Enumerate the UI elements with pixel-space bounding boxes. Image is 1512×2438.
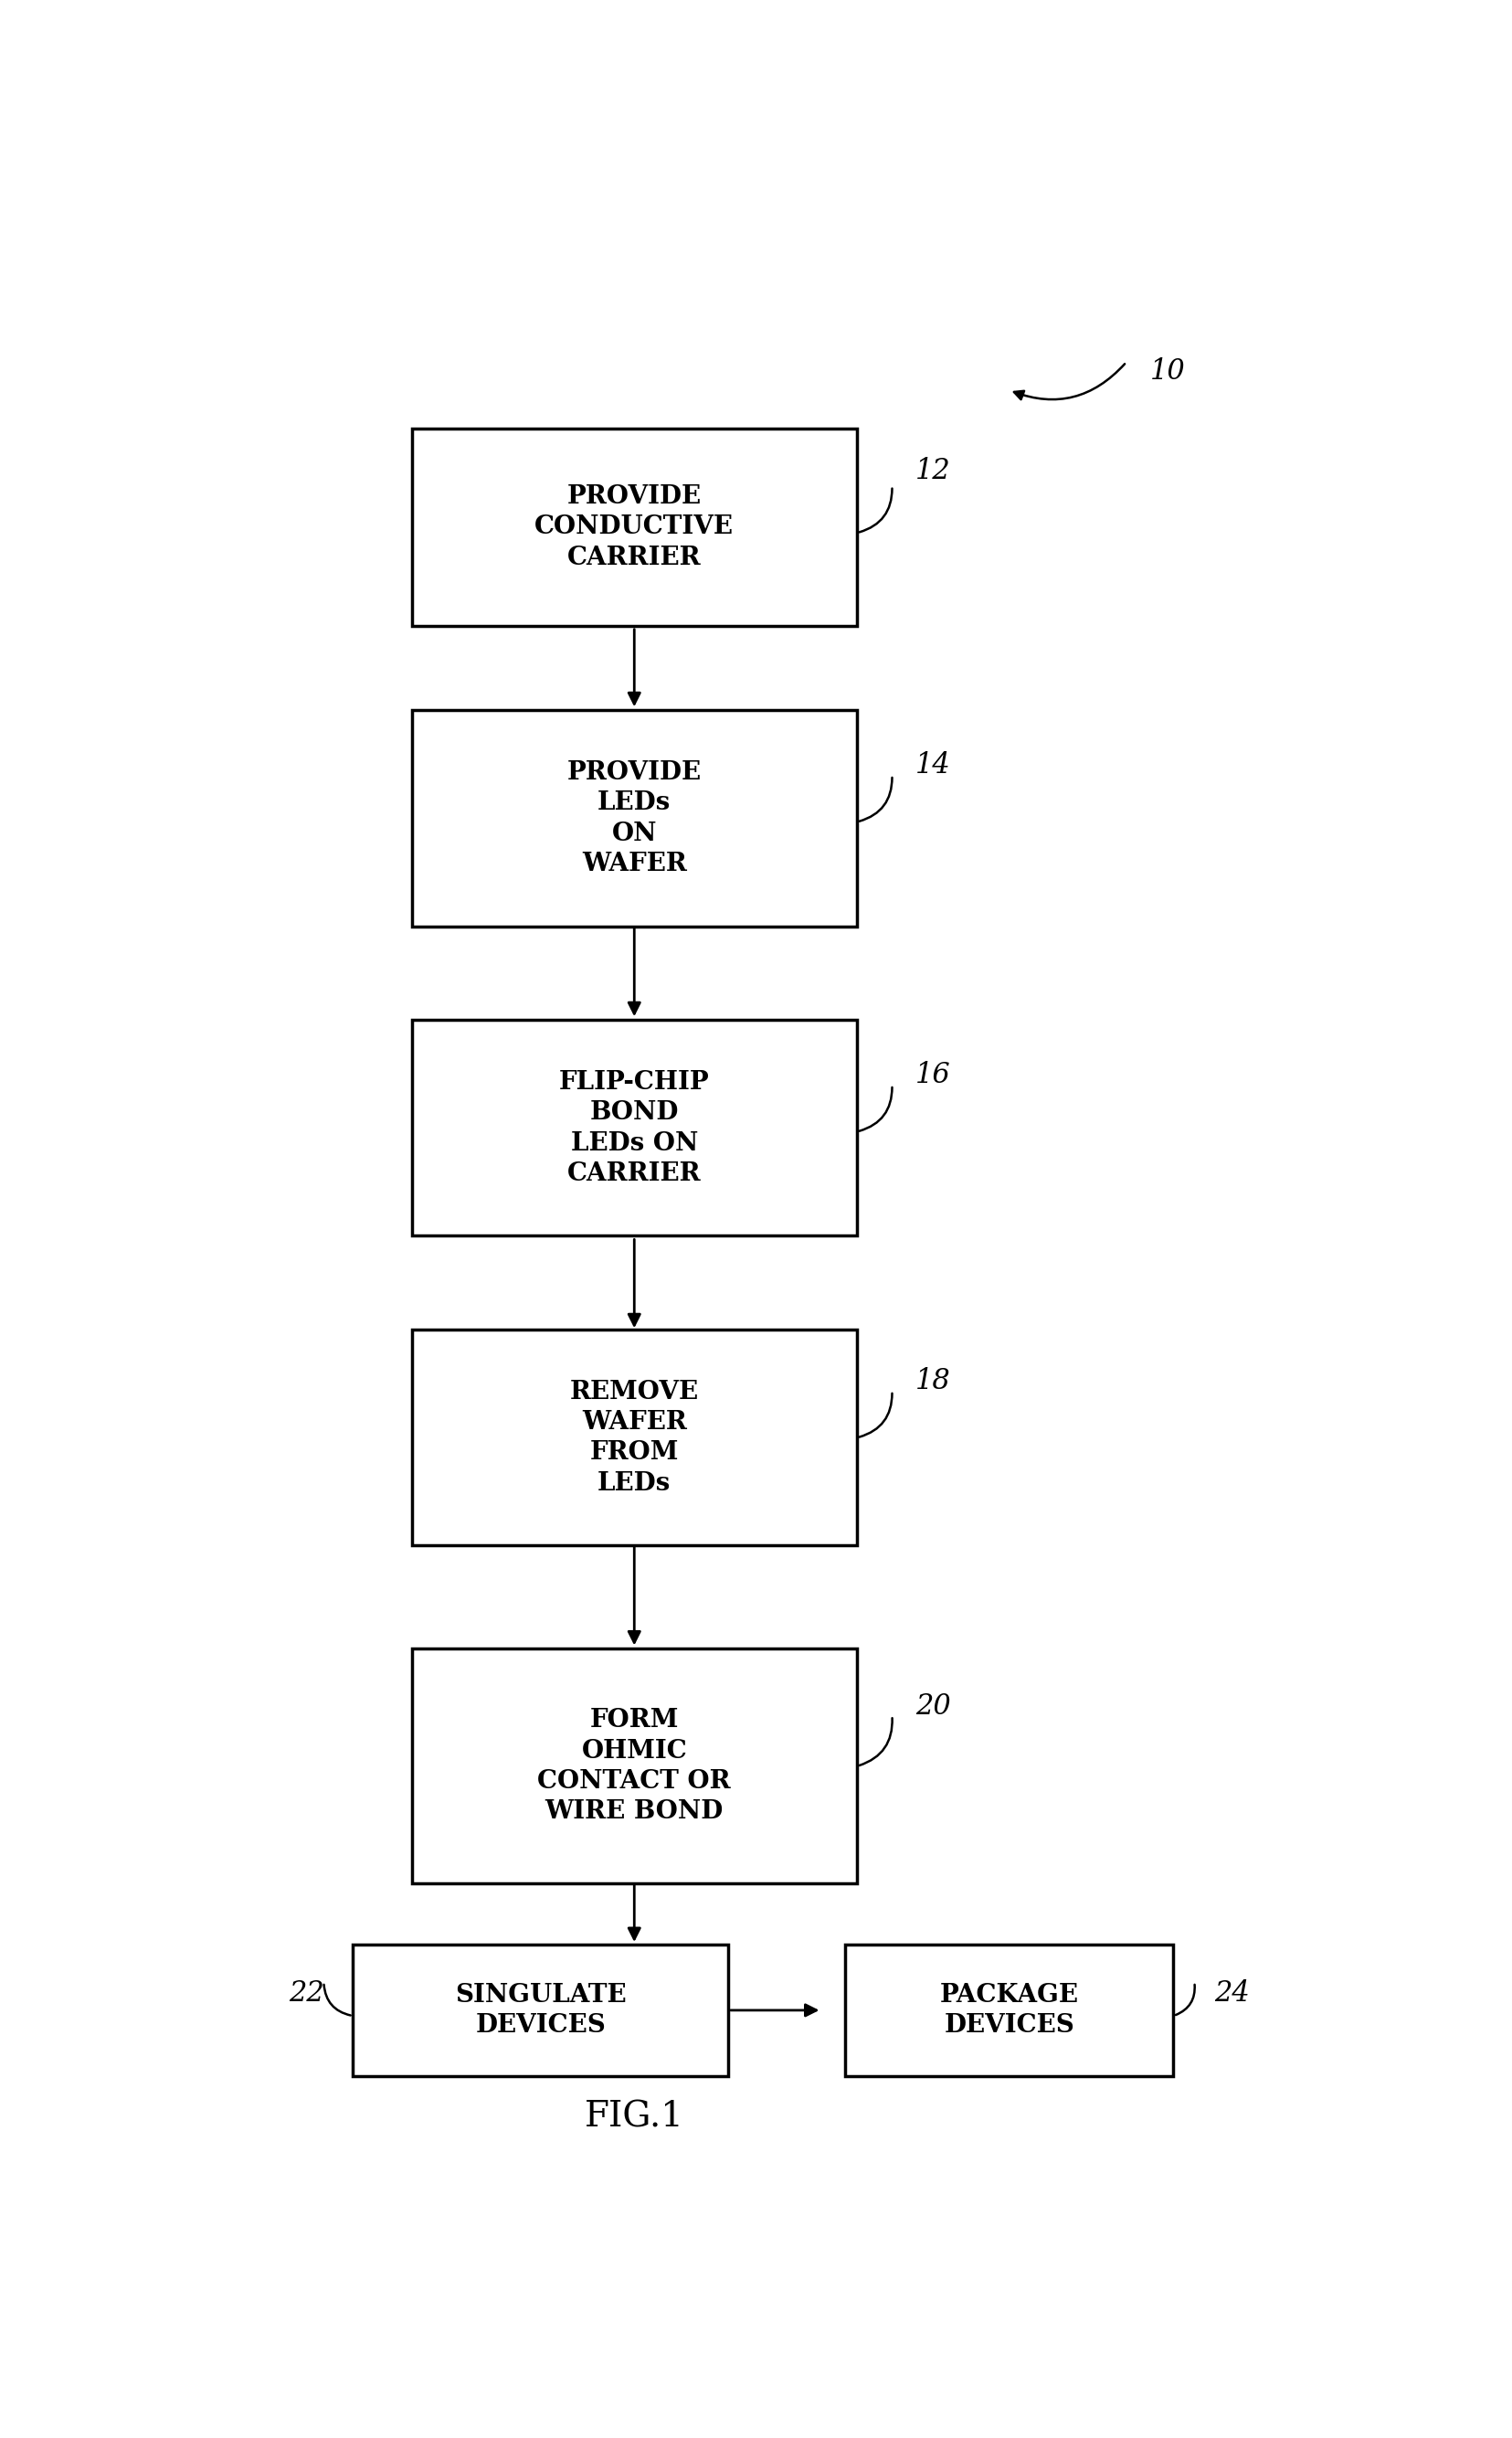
- Bar: [411, 1329, 857, 1546]
- Text: PACKAGE
DEVICES: PACKAGE DEVICES: [940, 1982, 1078, 2038]
- Bar: [411, 1019, 857, 1236]
- Text: 10: 10: [1149, 358, 1185, 385]
- Text: SINGULATE
DEVICES: SINGULATE DEVICES: [455, 1982, 626, 2038]
- Text: FLIP-CHIP
BOND
LEDs ON
CARRIER: FLIP-CHIP BOND LEDs ON CARRIER: [559, 1070, 709, 1185]
- Text: FIG.1: FIG.1: [585, 2102, 683, 2133]
- Text: FORM
OHMIC
CONTACT OR
WIRE BOND: FORM OHMIC CONTACT OR WIRE BOND: [538, 1709, 730, 1824]
- Text: PROVIDE
LEDs
ON
WAFER: PROVIDE LEDs ON WAFER: [567, 761, 702, 875]
- Text: 24: 24: [1214, 1980, 1250, 2006]
- Bar: [411, 709, 857, 926]
- Text: PROVIDE
CONDUCTIVE
CARRIER: PROVIDE CONDUCTIVE CARRIER: [535, 485, 733, 570]
- Bar: [845, 1946, 1173, 2077]
- Text: REMOVE
WAFER
FROM
LEDs: REMOVE WAFER FROM LEDs: [570, 1380, 699, 1494]
- Text: 14: 14: [915, 751, 951, 780]
- Bar: [411, 429, 857, 627]
- Text: 18: 18: [915, 1368, 951, 1395]
- FancyArrowPatch shape: [1015, 363, 1125, 400]
- Text: 22: 22: [289, 1980, 324, 2006]
- Text: 12: 12: [915, 456, 951, 485]
- Bar: [352, 1946, 729, 2077]
- Text: 20: 20: [915, 1692, 951, 1721]
- Text: 16: 16: [915, 1061, 951, 1090]
- Bar: [411, 1648, 857, 1885]
